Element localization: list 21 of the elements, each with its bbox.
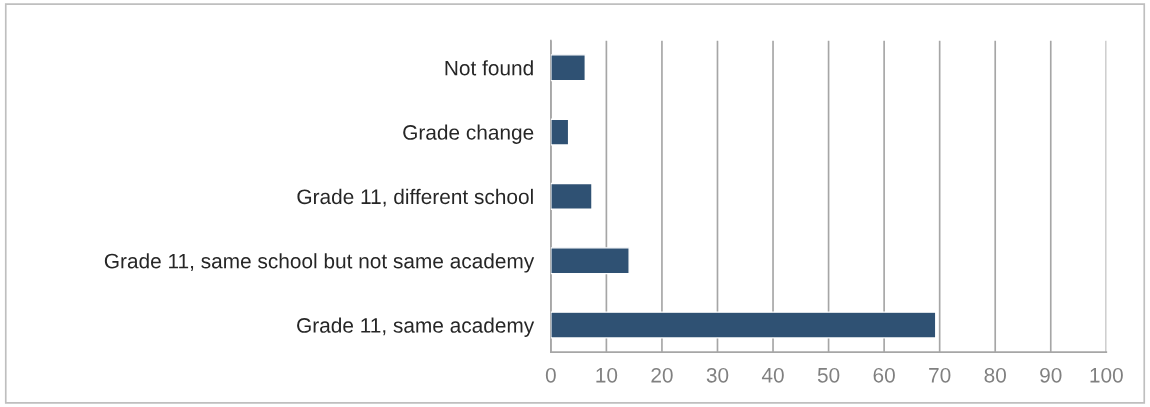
bar [550, 54, 586, 82]
x-tick-label: 10 [596, 367, 618, 383]
y-tick-label: Grade 11, different school [297, 188, 533, 207]
bar [550, 118, 570, 146]
x-tick-label: 100 [1090, 367, 1123, 383]
bar [550, 311, 937, 339]
x-tick-label: 90 [1040, 367, 1062, 383]
y-tick-label: Not found [445, 60, 533, 76]
x-tick-label: 30 [706, 367, 729, 383]
x-tick-label: 40 [761, 367, 784, 383]
y-tick-label: Grade 11, same academy [297, 317, 535, 337]
x-tick-label: 80 [984, 367, 1006, 383]
x-tick-label: 20 [651, 367, 673, 383]
x-tick-label: 60 [873, 367, 895, 383]
x-tick-label: 0 [545, 367, 556, 383]
y-tick-label: Grade change [403, 124, 534, 144]
x-tick-label: 50 [817, 367, 840, 383]
y-tick-label: Grade 11, same school but not same academy [104, 253, 535, 273]
bar [550, 182, 593, 210]
bar [550, 247, 630, 275]
x-tick-label: 70 [929, 367, 951, 383]
